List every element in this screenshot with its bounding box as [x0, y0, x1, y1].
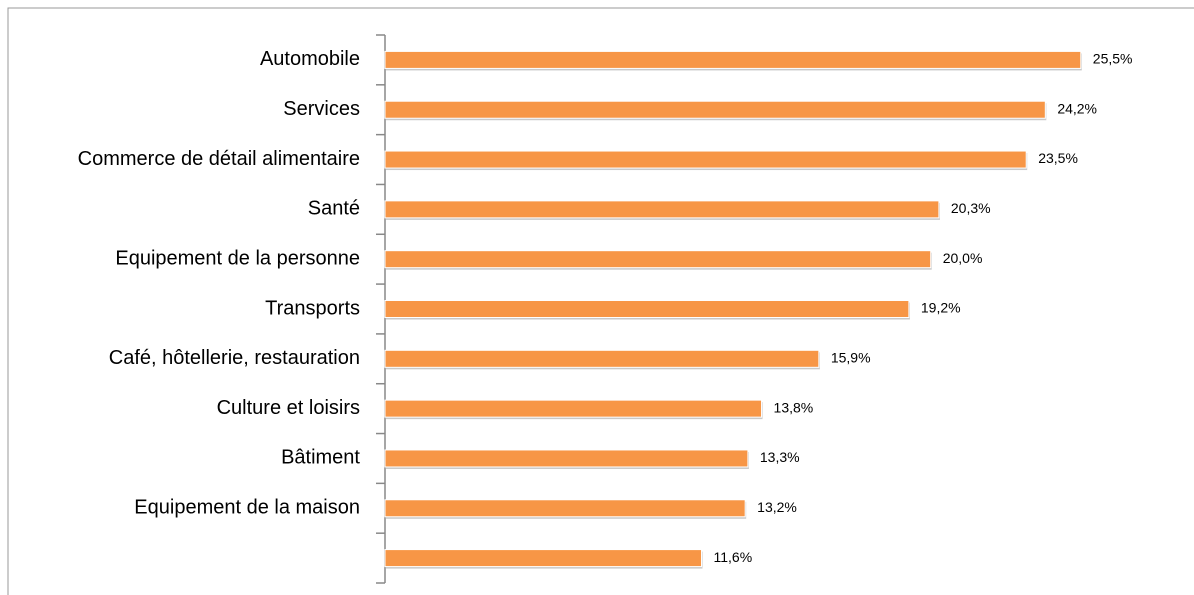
data-label: 11,6% — [714, 549, 753, 565]
data-label: 19,2% — [921, 300, 961, 316]
bar — [384, 100, 1046, 119]
data-label: 20,3% — [951, 200, 991, 216]
y-tick-label: Bâtiment — [281, 447, 360, 469]
bar — [384, 499, 746, 518]
y-tick-label: Automobile — [260, 48, 360, 70]
y-tick-label: Café, hôtellerie, restauration — [109, 347, 360, 369]
data-label: 23,5% — [1038, 150, 1078, 166]
bar — [384, 399, 763, 418]
y-tick-label: Transports — [265, 297, 360, 319]
data-label: 24,2% — [1057, 100, 1097, 116]
y-tick-label: Culture et loisirs — [217, 397, 360, 419]
bar — [384, 449, 749, 468]
bar — [384, 300, 910, 318]
bar — [384, 250, 932, 269]
y-tick-label: Santé — [308, 198, 360, 220]
data-label: 13,3% — [760, 449, 800, 465]
bar — [384, 150, 1027, 169]
data-label: 13,2% — [757, 499, 797, 515]
bar — [384, 200, 940, 219]
y-tick-label: Services — [283, 98, 360, 120]
bar — [384, 50, 1082, 69]
bar — [384, 349, 820, 368]
y-tick-label: Equipement de la maison — [134, 497, 360, 519]
data-label: 15,9% — [831, 350, 871, 366]
bar — [384, 549, 703, 568]
data-label: 13,8% — [774, 399, 814, 415]
data-label: 20,0% — [943, 250, 983, 266]
y-tick-label: Commerce de détail alimentaire — [78, 148, 360, 170]
data-label: 25,5% — [1093, 51, 1133, 67]
y-tick-label: Equipement de la personne — [115, 247, 360, 269]
chart-frame — [7, 7, 1194, 595]
